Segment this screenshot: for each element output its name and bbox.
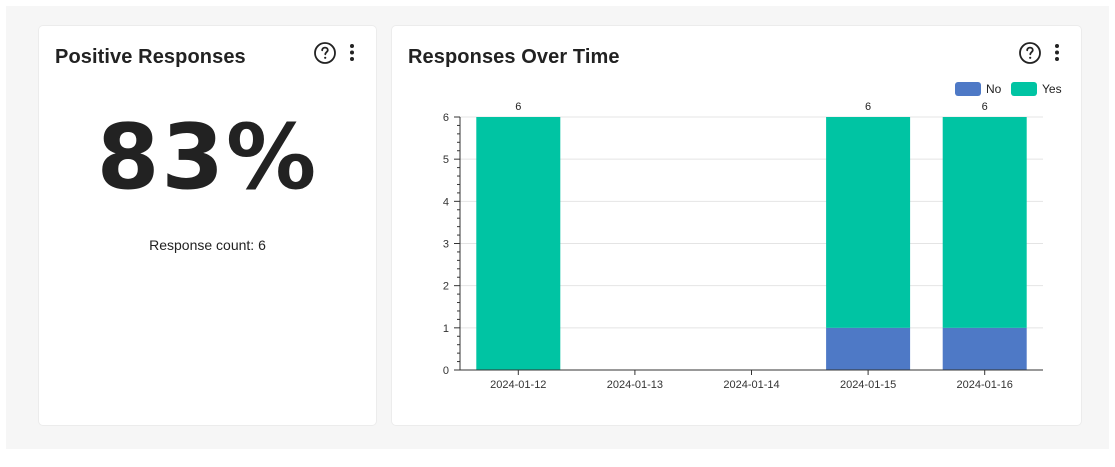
question-circle-icon[interactable] (1018, 41, 1042, 65)
x-tick-label: 2024-01-12 (490, 379, 546, 391)
legend-swatch-no[interactable] (955, 82, 981, 96)
card-title: Positive Responses (55, 46, 246, 68)
chart-axes: 0 1 2 3 4 5 6 2024-01-12 2024-01-13 2024-01-14 202… (443, 112, 1043, 391)
bar-yes[interactable] (826, 117, 911, 328)
y-tick-label: 4 (443, 196, 449, 208)
bar-no[interactable] (826, 327, 911, 370)
bar-yes[interactable] (942, 117, 1027, 328)
stacked-bar-chart: No Yes 6 6 6 0 1 2 3 4 5 6 2024-01-12 2024-01-13 202… (443, 82, 1062, 391)
legend-swatch-yes[interactable] (1011, 82, 1037, 96)
chart-bars: 6 6 6 (476, 101, 1027, 370)
y-tick-label: 2 (443, 281, 449, 293)
chart-legend: No Yes (955, 82, 1062, 96)
vertical-dots-icon[interactable] (1045, 41, 1069, 65)
bar-no[interactable] (942, 327, 1027, 370)
bar-total-label: 6 (865, 101, 871, 113)
dashboard: Positive Responses 83% Response count: 6… (6, 6, 1109, 449)
response-count-label: Response count: (149, 237, 255, 253)
response-count-value: 6 (258, 237, 266, 253)
y-tick-label: 6 (443, 112, 449, 124)
y-tick-label: 0 (443, 365, 449, 377)
y-tick-label: 5 (443, 154, 449, 166)
legend-label-no[interactable]: No (986, 82, 1002, 96)
question-circle-icon[interactable] (313, 41, 337, 65)
bar-total-label: 6 (515, 101, 521, 113)
bar-total-label: 6 (982, 101, 988, 113)
responses-chart: No Yes 6 6 6 0 1 2 3 4 5 6 2024-01-12 2024-01-13 202… (392, 26, 1081, 425)
card-title: Responses Over Time (408, 46, 620, 68)
bar-yes[interactable] (476, 117, 561, 370)
x-tick-label: 2024-01-13 (607, 379, 663, 391)
responses-over-time-card: Responses Over Time No Yes 6 6 6 0 1 2 3 4 5 6 202… (392, 26, 1081, 425)
response-count: Response count: 6 (39, 237, 376, 253)
y-tick-label: 1 (443, 323, 449, 335)
vertical-dots-icon[interactable] (340, 41, 364, 65)
x-tick-label: 2024-01-15 (840, 379, 896, 391)
legend-label-yes[interactable]: Yes (1042, 82, 1062, 96)
positive-responses-card: Positive Responses 83% Response count: 6 (39, 26, 376, 425)
x-tick-label: 2024-01-14 (723, 379, 779, 391)
x-tick-label: 2024-01-16 (957, 379, 1013, 391)
y-tick-label: 3 (443, 239, 449, 251)
positive-percentage: 83% (96, 105, 319, 210)
